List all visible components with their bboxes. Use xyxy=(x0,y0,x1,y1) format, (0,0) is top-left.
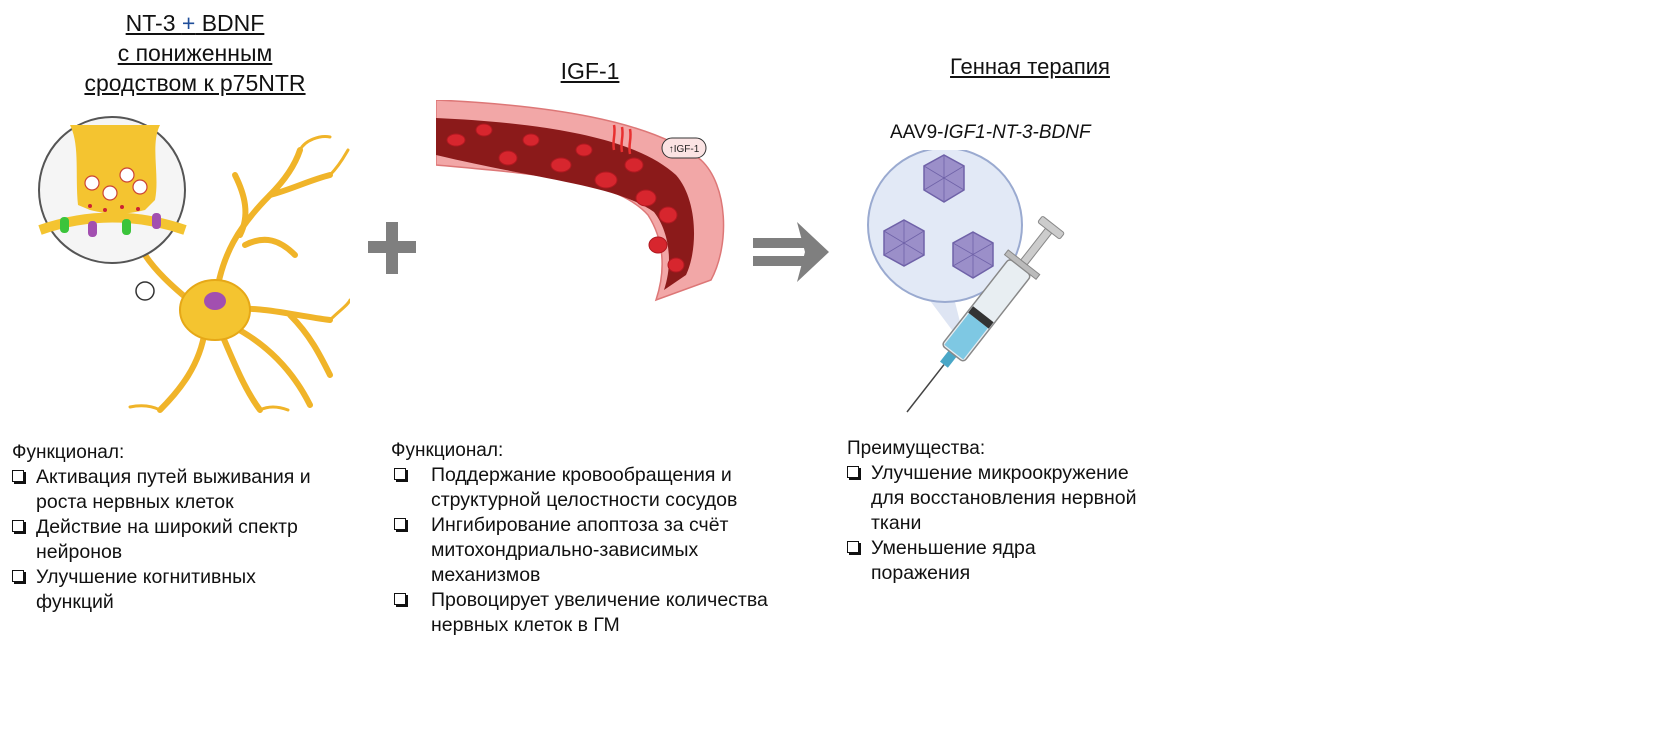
list-item: Активация путей выживания и роста нервных… xyxy=(12,465,352,515)
list-item: Уменьшение ядра поражения xyxy=(847,536,1177,586)
list-item: Провоцирует увеличение количества нервных… xyxy=(391,588,811,638)
list-item: Поддержание кровообращения и структурной … xyxy=(391,463,811,513)
list-heading: Преимущества: xyxy=(847,438,986,459)
result-arrow-icon xyxy=(753,222,829,282)
igf1-title: IGF-1 xyxy=(560,58,620,84)
neuron-illustration xyxy=(38,116,350,413)
checkbox-icon xyxy=(394,468,406,480)
advantages-list: Преимущества: Улучшение микроокружение дл… xyxy=(847,437,1177,586)
gene-therapy-title: Генная терапия xyxy=(950,54,1110,79)
aav-syringe-illustration xyxy=(867,150,1065,413)
list-item: Улучшение когнитивных функций xyxy=(12,565,352,615)
blood-vessel-illustration: ↑IGF-1 xyxy=(436,100,725,302)
list-item: Улучшение микроокружение для восстановлен… xyxy=(847,461,1177,536)
neurotrophin-title: NT-3 + BDNF с пониженным сродством к p75… xyxy=(84,10,306,96)
checkbox-icon xyxy=(394,593,406,605)
checkbox-icon xyxy=(847,466,859,478)
checkbox-icon xyxy=(847,541,859,553)
checkbox-icon xyxy=(394,518,406,530)
list-heading: Функционал: xyxy=(391,440,504,461)
vector-label: AAV9-IGF1-NT-3-BDNF xyxy=(890,122,1091,143)
list-item: Действие на широкий спектр нейронов xyxy=(12,515,352,565)
list-heading: Функционал: xyxy=(12,442,125,463)
list-item: Ингибирование апоптоза за счёт митохондри… xyxy=(391,513,811,588)
igf1-badge: ↑IGF-1 xyxy=(669,144,700,155)
checkbox-icon xyxy=(12,570,24,582)
functional-list-igf1: Функционал: Поддержание кровообращения и… xyxy=(391,439,811,638)
checkbox-icon xyxy=(12,470,24,482)
checkbox-icon xyxy=(12,520,24,532)
plus-icon xyxy=(368,222,416,274)
